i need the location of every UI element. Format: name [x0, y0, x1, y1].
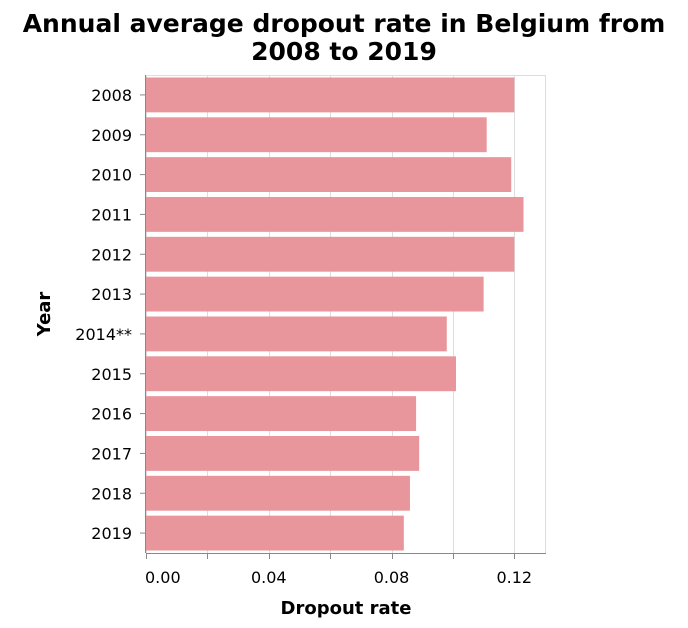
axes: 2008 2009 2010 2011 2012 2013 2014** 2015 2016 20…	[75, 75, 546, 587]
y-tick-label: 2016	[91, 405, 132, 424]
x-tick-label: 0.04	[251, 568, 287, 587]
bar-2012	[146, 236, 515, 272]
x-tick-label: 0.12	[496, 568, 532, 587]
bar-2008	[146, 77, 515, 113]
chart-title-line-2: 2008 to 2019	[251, 37, 437, 66]
chart-title: Annual average dropout rate in Belgium f…	[23, 9, 666, 66]
gridlines	[146, 75, 546, 553]
y-tick-label: 2013	[91, 285, 132, 304]
bar-2015	[146, 356, 456, 392]
y-tick-label: 2017	[91, 444, 132, 463]
y-tick-label: 2015	[91, 365, 132, 384]
x-tick-label: 0.00	[145, 568, 181, 587]
y-tick-label: 2011	[91, 205, 132, 224]
y-axis-title: Year	[34, 292, 55, 338]
bar-2016	[146, 396, 417, 432]
bar-2009	[146, 117, 487, 153]
bar-2019	[146, 515, 404, 551]
y-tick-label: 2018	[91, 484, 132, 503]
x-tick-label: 0.08	[374, 568, 410, 587]
bars	[146, 77, 524, 551]
y-tick-label: 2008	[91, 86, 132, 105]
y-tick-label: 2010	[91, 166, 132, 185]
x-axis-title: Dropout rate	[281, 598, 412, 619]
y-tick-label: 2019	[91, 524, 132, 543]
bar-2018	[146, 475, 410, 511]
bar-2011	[146, 196, 524, 232]
y-tick-label: 2014**	[75, 325, 132, 344]
y-tick-label: 2009	[91, 126, 132, 145]
bar-2013	[146, 276, 484, 312]
y-tick-label: 2012	[91, 245, 132, 264]
bar-2010	[146, 157, 512, 193]
bar-2017	[146, 435, 420, 471]
bar-2014	[146, 316, 447, 352]
chart-title-line-1: Annual average dropout rate in Belgium f…	[23, 9, 666, 38]
